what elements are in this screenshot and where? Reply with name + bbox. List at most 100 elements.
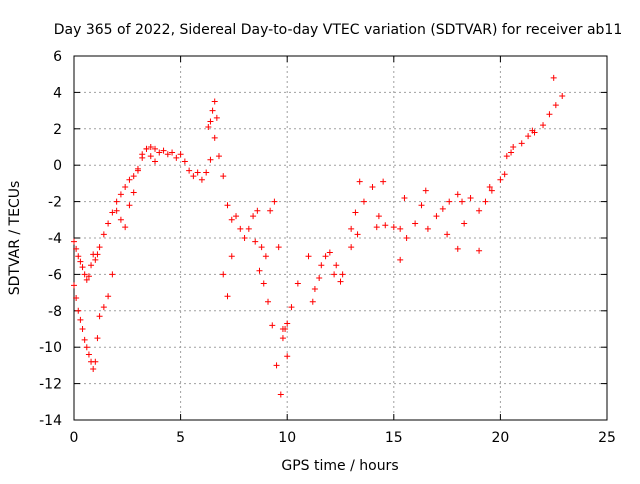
data-point [177, 151, 184, 158]
data-point [284, 320, 291, 327]
data-point [461, 220, 468, 227]
data-point [143, 145, 150, 152]
data-point [207, 118, 214, 125]
data-point [305, 253, 312, 260]
data-point [79, 326, 86, 332]
data-point [224, 202, 231, 209]
x-tick-label: 25 [598, 430, 616, 446]
x-tick-label: 5 [176, 430, 185, 446]
data-point [205, 123, 212, 130]
data-point [529, 127, 536, 134]
data-point [444, 231, 451, 238]
y-tick-label: 6 [53, 49, 62, 65]
y-tick-label: -6 [48, 267, 62, 283]
data-point [497, 176, 504, 183]
data-point [94, 335, 101, 342]
data-point [88, 262, 95, 269]
data-point [382, 222, 389, 229]
data-point [73, 245, 80, 252]
data-point [252, 238, 259, 245]
data-point [220, 271, 227, 278]
data-point [282, 326, 289, 332]
data-point [476, 207, 483, 214]
data-point [373, 224, 380, 231]
data-point [503, 153, 510, 160]
data-point [228, 216, 235, 223]
data-point [369, 184, 376, 191]
y-tick-label: -2 [48, 195, 62, 211]
data-point [397, 256, 404, 263]
data-point [403, 235, 410, 241]
data-point [482, 198, 489, 205]
data-point [433, 213, 440, 220]
data-point [275, 244, 282, 251]
data-point [454, 191, 461, 198]
data-point [83, 344, 90, 351]
data-point [333, 262, 340, 269]
data-point [260, 280, 267, 287]
data-point [215, 153, 222, 160]
data-point [277, 391, 284, 398]
data-point [309, 298, 316, 305]
data-point [100, 231, 107, 238]
data-point [134, 165, 141, 172]
data-point [211, 98, 218, 105]
data-point [117, 191, 124, 198]
data-point [113, 207, 120, 214]
data-point [518, 140, 525, 147]
data-point [424, 225, 431, 232]
data-point [109, 271, 116, 278]
data-point [96, 244, 103, 251]
data-point [147, 153, 154, 160]
y-axis-label: SDTVAR / TECUs [7, 181, 23, 296]
data-point [269, 322, 276, 329]
data-point [207, 156, 214, 163]
data-point [322, 253, 329, 260]
data-point [284, 353, 291, 360]
data-point [352, 209, 359, 216]
x-axis-label: GPS time / hours [281, 458, 398, 474]
x-tick-label: 10 [278, 430, 296, 446]
data-point [401, 194, 408, 201]
data-point [83, 276, 90, 283]
data-point [77, 316, 84, 323]
data-point [459, 198, 466, 205]
data-point [92, 358, 99, 365]
data-point [139, 154, 146, 161]
data-point [100, 304, 107, 311]
data-point [181, 158, 188, 165]
axis-ticks: 0 5 10 15 20 25 -14 -12 -10 -8 -6 -4 -2 0 2 4 6 [39, 49, 616, 446]
data-point [279, 335, 286, 342]
data-point [203, 169, 210, 176]
x-tick-label: 15 [385, 430, 403, 446]
data-point [105, 220, 112, 227]
data-point [326, 249, 333, 256]
y-tick-label: -14 [39, 413, 62, 429]
data-point [311, 285, 318, 292]
data-point [540, 122, 547, 129]
data-point [130, 173, 137, 180]
data-point [81, 336, 88, 343]
data-point [85, 273, 92, 280]
data-point [525, 133, 532, 140]
x-tick-label: 20 [491, 430, 509, 446]
data-point [77, 258, 84, 265]
data-point [559, 93, 566, 100]
data-point [237, 225, 244, 232]
data-point [152, 145, 159, 152]
data-point [211, 134, 218, 141]
data-point [73, 295, 80, 302]
data-point [488, 187, 495, 194]
chart-title: Day 365 of 2022, Sidereal Day-to-day VTE… [54, 22, 623, 38]
data-point [348, 244, 355, 251]
data-point [397, 225, 404, 232]
data-point [85, 351, 92, 358]
data-point [501, 171, 508, 178]
data-point [360, 198, 367, 205]
data-point [126, 202, 133, 209]
data-point [486, 184, 493, 191]
data-point [92, 256, 99, 263]
y-tick-label: -4 [48, 231, 62, 247]
data-point [152, 158, 159, 165]
